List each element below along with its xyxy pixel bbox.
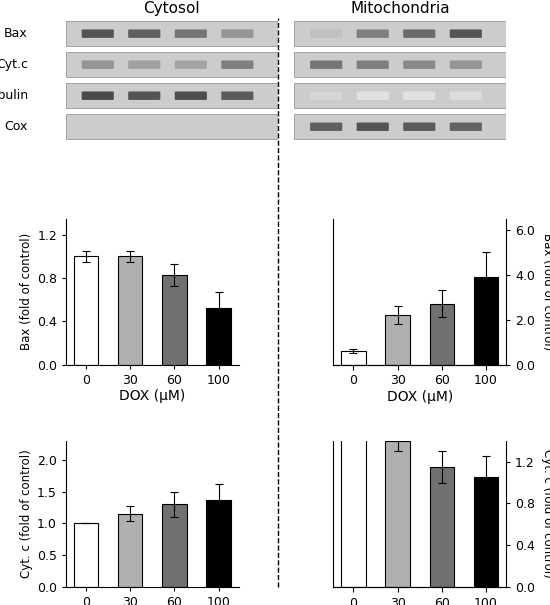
FancyBboxPatch shape: [66, 52, 278, 77]
Bar: [474, 477, 498, 587]
FancyBboxPatch shape: [66, 114, 278, 139]
Bar: [430, 467, 454, 587]
FancyBboxPatch shape: [81, 91, 114, 100]
FancyBboxPatch shape: [128, 91, 161, 100]
Bar: [118, 257, 142, 365]
FancyBboxPatch shape: [175, 91, 207, 100]
Bar: [74, 257, 98, 365]
FancyBboxPatch shape: [81, 60, 114, 69]
Text: Cyt.c: Cyt.c: [0, 58, 28, 71]
FancyBboxPatch shape: [294, 21, 506, 46]
FancyBboxPatch shape: [221, 91, 254, 100]
FancyBboxPatch shape: [66, 83, 278, 108]
FancyBboxPatch shape: [310, 91, 342, 100]
Bar: [206, 500, 230, 587]
FancyBboxPatch shape: [221, 30, 254, 38]
FancyBboxPatch shape: [310, 60, 342, 69]
Y-axis label: Bax (fold of control): Bax (fold of control): [20, 233, 33, 350]
FancyBboxPatch shape: [450, 30, 482, 38]
FancyBboxPatch shape: [450, 60, 482, 69]
Bar: [162, 275, 186, 365]
FancyBboxPatch shape: [294, 52, 506, 77]
FancyBboxPatch shape: [450, 123, 482, 131]
FancyBboxPatch shape: [356, 30, 389, 38]
Bar: [162, 505, 186, 587]
Bar: [386, 315, 410, 365]
Bar: [206, 309, 230, 365]
FancyBboxPatch shape: [128, 30, 161, 38]
FancyBboxPatch shape: [356, 91, 389, 100]
Y-axis label: Cyt. c (fold of control): Cyt. c (fold of control): [20, 450, 33, 578]
FancyBboxPatch shape: [356, 60, 389, 69]
Y-axis label: Bax (fold of control): Bax (fold of control): [541, 233, 550, 350]
FancyBboxPatch shape: [221, 60, 254, 69]
Text: α-tubulin: α-tubulin: [0, 89, 28, 102]
Bar: [430, 304, 454, 365]
FancyBboxPatch shape: [175, 60, 207, 69]
Y-axis label: Cyt. c (fold of control): Cyt. c (fold of control): [541, 450, 550, 578]
Bar: [74, 523, 98, 587]
Text: Cox: Cox: [4, 120, 28, 133]
Bar: [342, 351, 366, 365]
FancyBboxPatch shape: [128, 60, 161, 69]
X-axis label: DOX (μM): DOX (μM): [387, 390, 453, 404]
FancyBboxPatch shape: [403, 123, 436, 131]
FancyBboxPatch shape: [403, 91, 436, 100]
Bar: [118, 514, 142, 587]
FancyBboxPatch shape: [450, 91, 482, 100]
Title: Cytosol: Cytosol: [144, 1, 200, 16]
Bar: [474, 277, 498, 365]
FancyBboxPatch shape: [175, 30, 207, 38]
FancyBboxPatch shape: [403, 30, 436, 38]
FancyBboxPatch shape: [310, 123, 342, 131]
FancyBboxPatch shape: [294, 114, 506, 139]
FancyBboxPatch shape: [403, 60, 436, 69]
FancyBboxPatch shape: [356, 123, 389, 131]
Bar: [342, 415, 366, 587]
X-axis label: DOX (μM): DOX (μM): [119, 390, 185, 404]
Text: Bax: Bax: [4, 27, 28, 40]
FancyBboxPatch shape: [81, 30, 114, 38]
Bar: [386, 441, 410, 587]
FancyBboxPatch shape: [310, 30, 342, 38]
Title: Mitochondria: Mitochondria: [350, 1, 450, 16]
FancyBboxPatch shape: [66, 21, 278, 46]
FancyBboxPatch shape: [294, 83, 506, 108]
